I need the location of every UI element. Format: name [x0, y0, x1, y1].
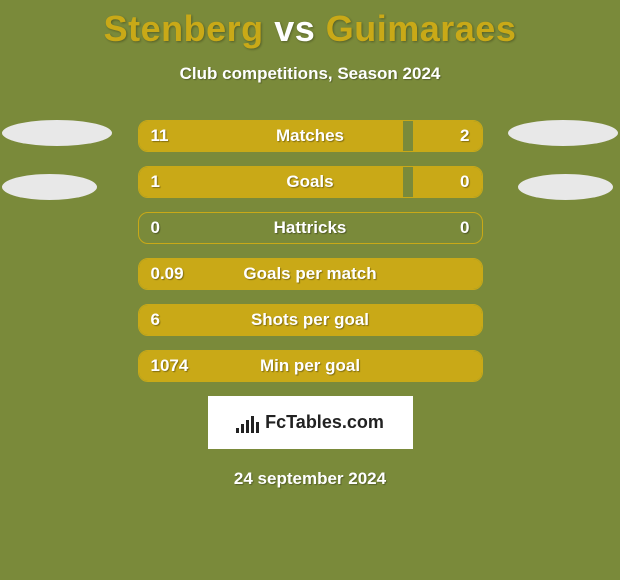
stat-row: 0.09Goals per match	[138, 258, 483, 290]
brand-logo-icon	[236, 413, 259, 433]
title-player1: Stenberg	[104, 8, 264, 49]
stat-row: 11Matches2	[138, 120, 483, 152]
stat-row: 1074Min per goal	[138, 350, 483, 382]
title: Stenberg vs Guimaraes	[0, 0, 620, 50]
stat-value-right: 0	[460, 213, 469, 243]
stat-value-right: 0	[460, 167, 469, 197]
ellipse-decoration	[518, 174, 613, 200]
logo-bar	[246, 420, 249, 433]
brand-text: FcTables.com	[265, 412, 384, 433]
logo-bar	[256, 422, 259, 433]
stat-label: Goals	[139, 167, 482, 197]
stat-value-right: 2	[460, 121, 469, 151]
ellipse-decoration	[508, 120, 618, 146]
logo-bar	[251, 416, 254, 433]
logo-bar	[236, 428, 239, 433]
stat-label: Min per goal	[139, 351, 482, 381]
stat-row: 1Goals0	[138, 166, 483, 198]
stat-label: Matches	[139, 121, 482, 151]
decoration-right	[508, 120, 618, 228]
stat-label: Goals per match	[139, 259, 482, 289]
decoration-left	[2, 120, 112, 228]
brand-box: FcTables.com	[208, 396, 413, 449]
stat-row: 0Hattricks0	[138, 212, 483, 244]
stat-label: Hattricks	[139, 213, 482, 243]
logo-bar	[241, 424, 244, 433]
subtitle: Club competitions, Season 2024	[0, 64, 620, 84]
title-player2: Guimaraes	[326, 8, 517, 49]
title-vs: vs	[274, 8, 315, 49]
ellipse-decoration	[2, 120, 112, 146]
bars-container: 11Matches21Goals00Hattricks00.09Goals pe…	[138, 120, 483, 382]
date: 24 september 2024	[0, 469, 620, 489]
stat-label: Shots per goal	[139, 305, 482, 335]
stat-row: 6Shots per goal	[138, 304, 483, 336]
chart-area: 11Matches21Goals00Hattricks00.09Goals pe…	[0, 120, 620, 489]
ellipse-decoration	[2, 174, 97, 200]
